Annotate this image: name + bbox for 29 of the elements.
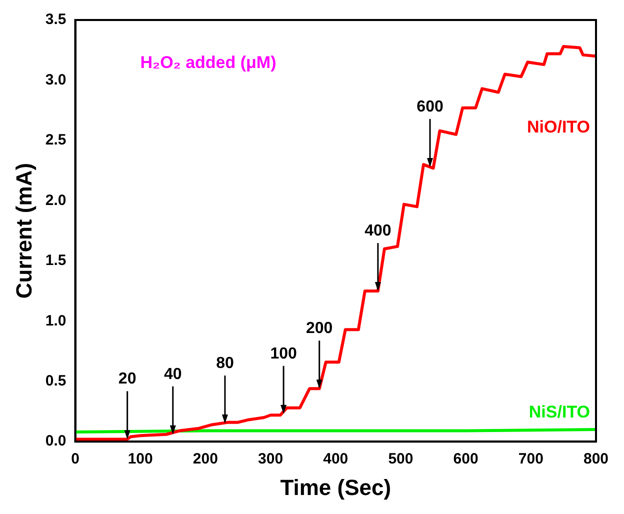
annotation: 80 [216,354,234,372]
annotation: 200 [306,320,333,338]
y-tick-label: 3.0 [45,71,66,88]
series-label: NiS/ITO [528,402,590,422]
y-axis-title: Current (mA) [11,162,36,299]
y-tick-label: 2.0 [45,192,66,209]
y-tick-label: 3.5 [45,11,66,28]
x-tick-label: 400 [323,450,348,468]
y-tick-label: 1.0 [45,312,66,330]
y-tick-label: 1.5 [45,252,66,270]
annotation: 40 [164,366,182,383]
y-tick-label: 0.5 [45,372,66,390]
x-tick-label: 600 [453,450,478,468]
x-tick-label: 200 [192,450,218,468]
y-tick-label: 2.5 [45,132,66,149]
x-tick-label: 500 [388,450,414,468]
x-axis-title: Time (Sec) [280,474,392,500]
text: NiO/ITO [527,117,590,136]
x-tick-label: 100 [128,450,153,468]
annotation: 400 [364,222,392,240]
y-tick-label: 0.0 [45,432,66,450]
x-tick-label: 700 [518,450,544,468]
x-tick-label: 300 [258,450,284,468]
annotation: 100 [270,345,297,362]
annotation: 600 [416,98,444,116]
annotation: 20 [118,370,136,388]
x-tick-label: 800 [583,450,609,468]
x-tick-label: 0 [71,450,80,468]
annotation: H₂O₂ added (μM) [140,53,276,72]
